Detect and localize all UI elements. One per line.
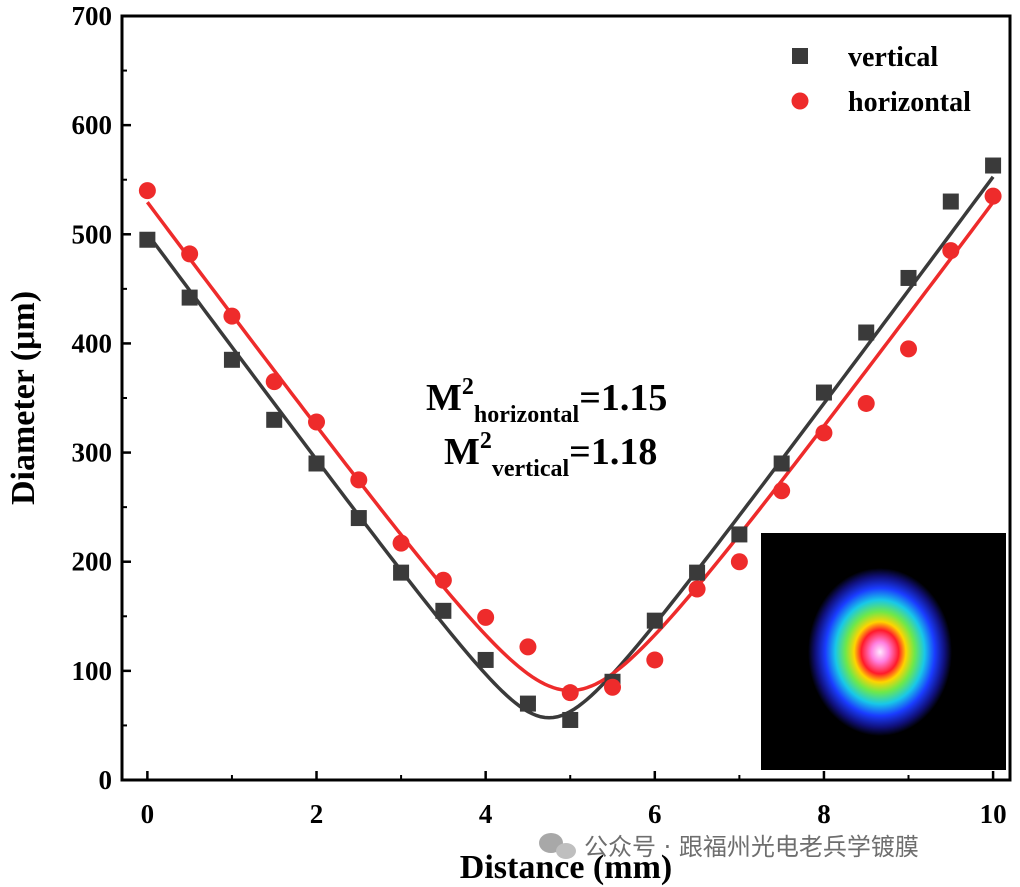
data-point-vertical [773, 455, 790, 472]
beam-profile-image [761, 533, 1006, 770]
x-tick-label: 4 [479, 799, 493, 829]
y-axis-ticks: 0 100 200 300 400 500 600 700 [72, 1, 131, 795]
data-point-vertical [139, 231, 156, 248]
data-point-horizontal [350, 471, 368, 489]
y-tick-label: 700 [72, 1, 113, 31]
data-point-horizontal [138, 182, 156, 200]
y-tick-label: 200 [72, 547, 113, 577]
legend-marker-horizontal [791, 92, 809, 110]
data-point-vertical [942, 193, 959, 210]
data-point-vertical [900, 269, 917, 286]
y-tick-label: 0 [99, 765, 113, 795]
data-point-vertical [181, 289, 198, 306]
data-point-vertical [985, 157, 1002, 174]
x-tick-label: 0 [141, 799, 155, 829]
data-point-horizontal [519, 638, 537, 656]
data-point-horizontal [477, 608, 495, 626]
data-point-horizontal [730, 553, 748, 571]
y-tick-label: 500 [72, 219, 113, 249]
wechat-icon [539, 833, 576, 859]
data-point-horizontal [646, 651, 664, 669]
beam-profile-spot [808, 568, 952, 736]
data-point-vertical [393, 564, 410, 581]
data-point-vertical [435, 602, 452, 619]
y-axis-title: Diameter (μm) [5, 291, 42, 505]
data-point-horizontal [942, 242, 960, 260]
data-point-vertical [731, 526, 748, 543]
data-point-vertical [815, 384, 832, 401]
data-markers [138, 157, 1002, 728]
data-point-vertical [266, 411, 283, 428]
data-point-horizontal [900, 340, 918, 358]
annotation-m2-horizontal: M2horizontal=1.15 [426, 374, 667, 428]
data-point-horizontal [392, 534, 410, 552]
data-point-horizontal [265, 373, 283, 391]
legend-label-horizontal: horizontal [848, 87, 971, 118]
data-point-horizontal [773, 482, 791, 500]
y-tick-label: 300 [72, 438, 113, 468]
data-point-horizontal [561, 684, 579, 702]
data-point-vertical [350, 510, 367, 527]
data-point-horizontal [857, 394, 875, 412]
watermark-text: 公众号 · 跟福州光电老兵学镀膜 [584, 833, 919, 861]
annotation-m2-vertical: M2vertical=1.18 [444, 428, 657, 482]
y-tick-label: 600 [72, 110, 113, 140]
data-point-horizontal [181, 245, 199, 263]
data-point-vertical [646, 612, 663, 629]
x-tick-label: 8 [817, 799, 831, 829]
x-tick-label: 10 [980, 799, 1007, 829]
data-point-horizontal [815, 424, 833, 442]
data-point-horizontal [604, 678, 622, 696]
data-point-horizontal [308, 413, 326, 431]
legend: vertical horizontal [791, 42, 971, 118]
data-point-horizontal [688, 580, 706, 598]
legend-marker-vertical [792, 48, 808, 64]
data-point-vertical [519, 695, 536, 712]
data-point-horizontal [984, 187, 1002, 205]
data-point-vertical [308, 455, 325, 472]
y-tick-label: 400 [72, 328, 113, 358]
legend-label-vertical: vertical [848, 42, 938, 73]
x-tick-label: 6 [648, 799, 662, 829]
data-point-vertical [477, 651, 494, 668]
x-tick-label: 2 [310, 799, 324, 829]
fit-curve-vertical [145, 175, 995, 720]
watermark: 公众号 · 跟福州光电老兵学镀膜 [539, 833, 919, 861]
data-point-horizontal [434, 571, 452, 589]
data-point-horizontal [223, 307, 241, 325]
y-tick-label: 100 [72, 656, 113, 686]
data-point-vertical [858, 324, 875, 341]
data-point-vertical [223, 351, 240, 368]
data-point-vertical [562, 711, 579, 728]
data-point-vertical [689, 564, 706, 581]
x-axis-ticks: 0 2 4 6 8 10 [141, 771, 1007, 829]
